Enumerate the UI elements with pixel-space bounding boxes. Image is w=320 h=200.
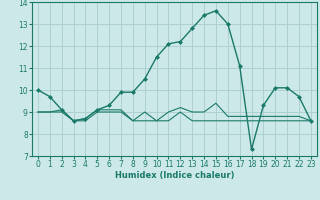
X-axis label: Humidex (Indice chaleur): Humidex (Indice chaleur)	[115, 171, 234, 180]
